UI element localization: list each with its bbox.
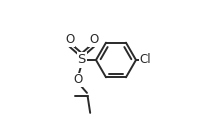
Text: S: S [77, 54, 86, 66]
Text: O: O [65, 34, 74, 46]
Text: O: O [73, 74, 82, 86]
Text: Cl: Cl [139, 54, 151, 66]
Text: O: O [89, 34, 98, 46]
